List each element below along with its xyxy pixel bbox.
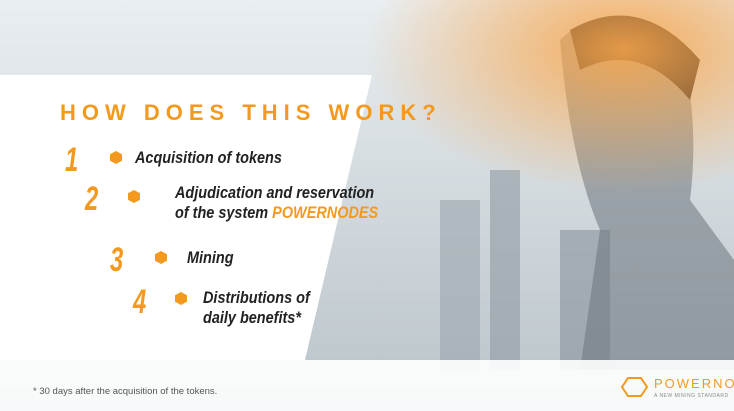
step-text: Mining [187, 248, 234, 268]
logo-name: POWERNODES [654, 376, 734, 391]
bullet [128, 190, 140, 203]
bullet [155, 251, 167, 264]
step-text: Distributions of daily benefits* [203, 288, 310, 328]
title: HOW DOES THIS WORK? [60, 100, 442, 125]
step-line: daily benefits* [203, 308, 301, 327]
step-text: Acquisition of tokens [135, 148, 282, 168]
step-line: of the system [175, 203, 269, 222]
bullet [110, 151, 122, 164]
step-number: 3 [110, 241, 124, 279]
step-number: 1 [65, 141, 79, 179]
step-line: Mining [187, 248, 234, 267]
step-line: Acquisition of tokens [135, 148, 282, 167]
step-number: 2 [85, 180, 99, 218]
step-text: Adjudication and reservation of the syste… [175, 183, 378, 223]
step-line: Adjudication and reservation [175, 183, 375, 202]
step-number: 4 [133, 283, 147, 321]
footnote: * 30 days after the acquisition of the t… [33, 386, 218, 397]
logo-tagline: A NEW MINING STANDARD [654, 393, 729, 399]
bullet [175, 292, 187, 305]
highlight: POWERNODES [272, 203, 379, 222]
step-line: Distributions of [203, 288, 310, 307]
